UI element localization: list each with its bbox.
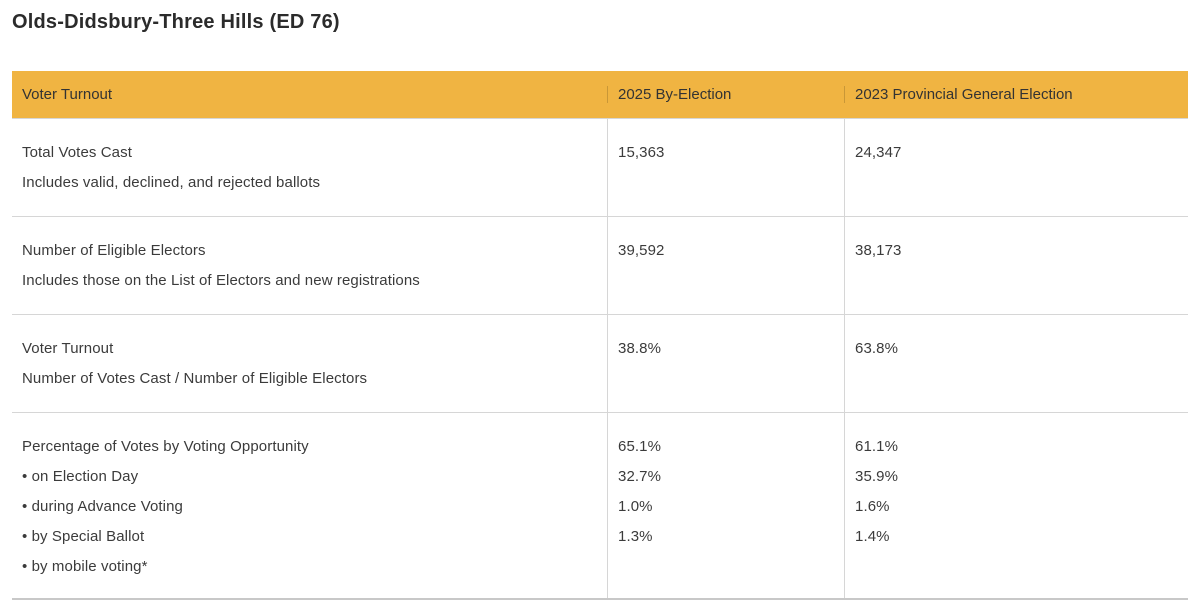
value-cell-2023: 63.8% — [844, 315, 1188, 412]
bullet-advance-voting: • during Advance Voting — [22, 498, 184, 515]
value-2025: 32.7% — [618, 468, 662, 485]
value-2023: 1.4% — [855, 528, 890, 545]
value-cell-2025: 65.1% 32.7% 1.0% 1.3% — [607, 413, 844, 598]
value-2025: 1.3% — [618, 528, 653, 545]
value-cell-2025: 38.8% — [607, 315, 844, 412]
value-2023: 35.9% — [855, 468, 899, 485]
metric-description: Includes valid, declined, and rejected b… — [22, 174, 321, 191]
header-cell-2025-by-election: 2025 By-Election — [607, 86, 844, 103]
value-2025: 1.0% — [618, 498, 653, 515]
value-2025: 15,363 — [618, 144, 665, 161]
table-row-total-votes-cast: Total Votes Cast Includes valid, decline… — [12, 118, 1188, 216]
metric-label: Number of Eligible Electors — [22, 242, 206, 259]
bullet-special-ballot: • by Special Ballot — [22, 528, 145, 545]
value-cell-2023: 38,173 — [844, 217, 1188, 314]
bullet-election-day: • on Election Day — [22, 468, 139, 485]
header-cell-voter-turnout: Voter Turnout — [22, 86, 113, 103]
page-title: Olds-Didsbury-Three Hills (ED 76) — [12, 11, 340, 33]
value-cell-2023: 24,347 — [844, 119, 1188, 216]
value-2025: 39,592 — [618, 242, 665, 259]
metric-label: Total Votes Cast — [22, 144, 132, 161]
value-2023: 61.1% — [855, 438, 899, 455]
value-cell-2025: 15,363 — [607, 119, 844, 216]
value-cell-2023: 61.1% 35.9% 1.6% 1.4% — [844, 413, 1188, 598]
metric-label: Percentage of Votes by Voting Opportunit… — [22, 438, 309, 455]
value-2023: 63.8% — [855, 340, 899, 357]
value-2023: 38,173 — [855, 242, 902, 259]
metric-label: Voter Turnout — [22, 340, 114, 357]
metric-cell: Percentage of Votes by Voting Opportunit… — [12, 432, 607, 598]
value-2025: 38.8% — [618, 340, 662, 357]
metric-description: Number of Votes Cast / Number of Eligibl… — [22, 370, 368, 387]
metric-cell: Number of Eligible Electors Includes tho… — [12, 236, 607, 314]
voter-turnout-table: Voter Turnout 2025 By-Election 2023 Prov… — [12, 71, 1188, 600]
table-row-eligible-electors: Number of Eligible Electors Includes tho… — [12, 216, 1188, 314]
metric-cell: Voter Turnout Number of Votes Cast / Num… — [12, 334, 607, 412]
table-header-row: Voter Turnout 2025 By-Election 2023 Prov… — [12, 71, 1188, 118]
table-row-voter-turnout: Voter Turnout Number of Votes Cast / Num… — [12, 314, 1188, 412]
value-2025: 65.1% — [618, 438, 662, 455]
value-2023: 1.6% — [855, 498, 890, 515]
metric-cell: Total Votes Cast Includes valid, decline… — [12, 138, 607, 216]
bullet-mobile-voting: • by mobile voting* — [22, 558, 148, 575]
value-cell-2025: 39,592 — [607, 217, 844, 314]
table-row-votes-by-voting-opportunity: Percentage of Votes by Voting Opportunit… — [12, 412, 1188, 598]
value-2023: 24,347 — [855, 144, 902, 161]
header-cell-2023-general-election: 2023 Provincial General Election — [844, 86, 1188, 103]
metric-description: Includes those on the List of Electors a… — [22, 272, 420, 289]
